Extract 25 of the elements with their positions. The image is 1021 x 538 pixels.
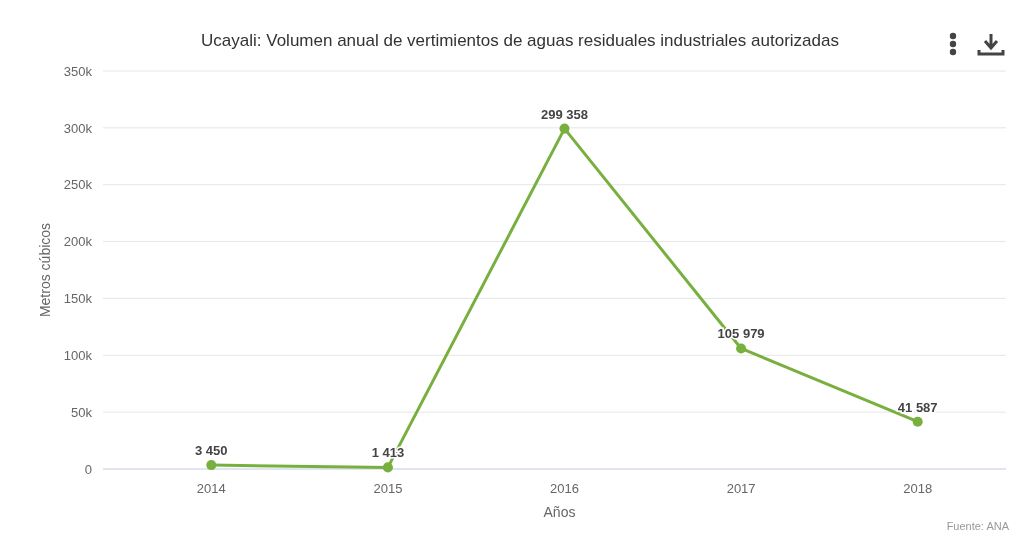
y-tick-label: 0 <box>84 461 92 477</box>
x-tick-label: 2018 <box>903 480 933 496</box>
point <box>736 343 747 354</box>
chart-title: Ucayali: Volumen anual de vertimientos de aguas residuales industriales autorizadas <box>201 31 839 50</box>
x-tick-label: 2014 <box>196 480 226 496</box>
x-tick-label: 2016 <box>550 480 579 496</box>
source-note: Fuente: ANA <box>946 520 1010 532</box>
point <box>382 462 393 473</box>
y-tick-label: 250k <box>63 177 93 193</box>
data-label: 3 450 <box>195 443 228 459</box>
data-label: 41 587 <box>897 399 938 415</box>
point <box>559 123 570 134</box>
data-label: 299 358 <box>541 106 588 122</box>
point <box>912 416 923 427</box>
y-tick-label: 350k <box>63 63 93 79</box>
y-tick-label: 300k <box>63 120 93 136</box>
y-axis-title: Metros cúbicos <box>37 222 53 318</box>
x-tick-label: 2017 <box>726 480 756 496</box>
y-tick-label: 150k <box>63 291 93 307</box>
y-tick-label: 100k <box>63 347 93 363</box>
x-axis-title: Años <box>543 504 576 520</box>
y-tick-label: 200k <box>63 234 93 250</box>
y-tick-label: 50k <box>71 404 93 420</box>
point <box>206 460 217 471</box>
x-tick-label: 2015 <box>373 480 403 496</box>
